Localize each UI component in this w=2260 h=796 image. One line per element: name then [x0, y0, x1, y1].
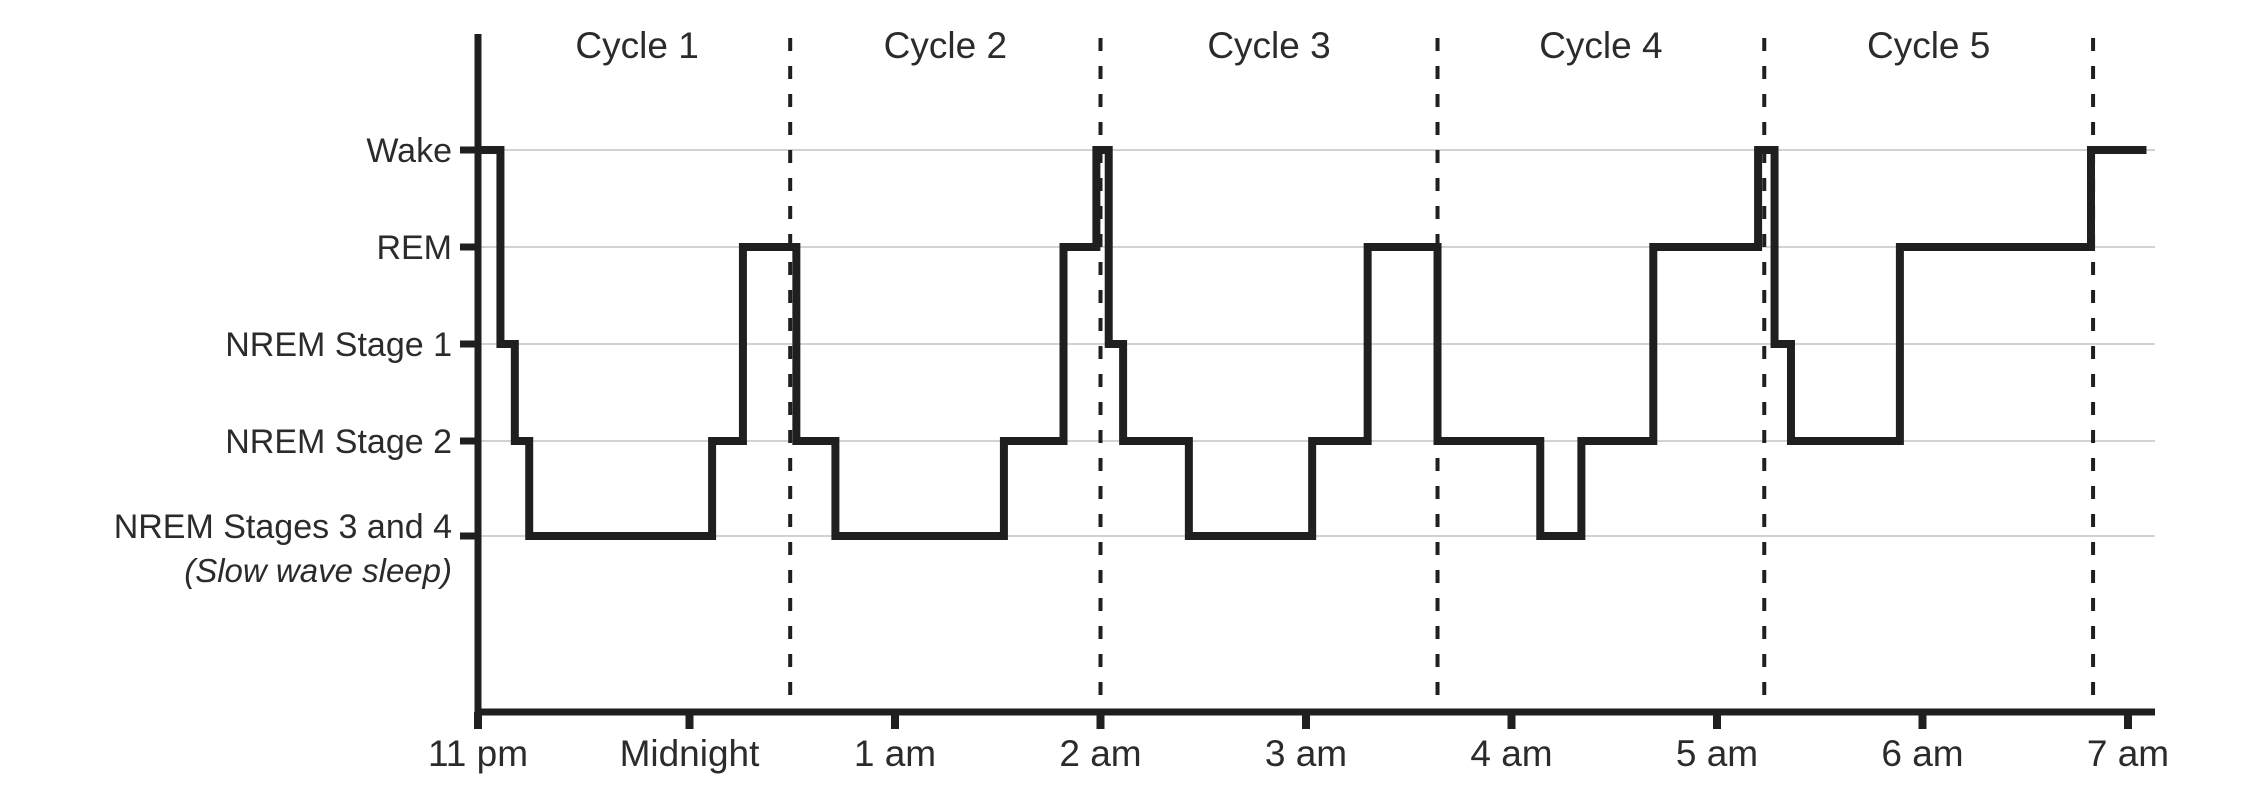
x-tick-label-4: 3 am	[1265, 733, 1347, 774]
x-tick-label-3: 2 am	[1059, 733, 1141, 774]
cycle-label-5: Cycle 5	[1867, 25, 1990, 66]
cycle-label-4: Cycle 4	[1539, 25, 1662, 66]
y-label-NREM34: NREM Stages 3 and 4	[114, 508, 452, 546]
cycle-label-1: Cycle 1	[575, 25, 698, 66]
x-tick-label-6: 5 am	[1676, 733, 1758, 774]
x-tick-label-2: 1 am	[854, 733, 936, 774]
cycle-label-3: Cycle 3	[1207, 25, 1330, 66]
cycle-label-2: Cycle 2	[884, 25, 1007, 66]
y-sublabel-NREM34: (Slow wave sleep)	[184, 552, 452, 589]
y-label-Wake: Wake	[366, 132, 452, 170]
y-label-REM: REM	[376, 229, 452, 267]
x-tick-label-0: 11 pm	[428, 733, 528, 774]
x-tick-label-1: Midnight	[620, 733, 761, 774]
y-label-NREM1: NREM Stage 1	[225, 326, 452, 364]
x-tick-label-8: 7 am	[2087, 733, 2169, 774]
x-tick-label-5: 4 am	[1470, 733, 1552, 774]
x-tick-label-7: 6 am	[1881, 733, 1963, 774]
y-label-NREM2: NREM Stage 2	[225, 423, 452, 461]
sleep-stage-step-line	[475, 146, 2147, 540]
